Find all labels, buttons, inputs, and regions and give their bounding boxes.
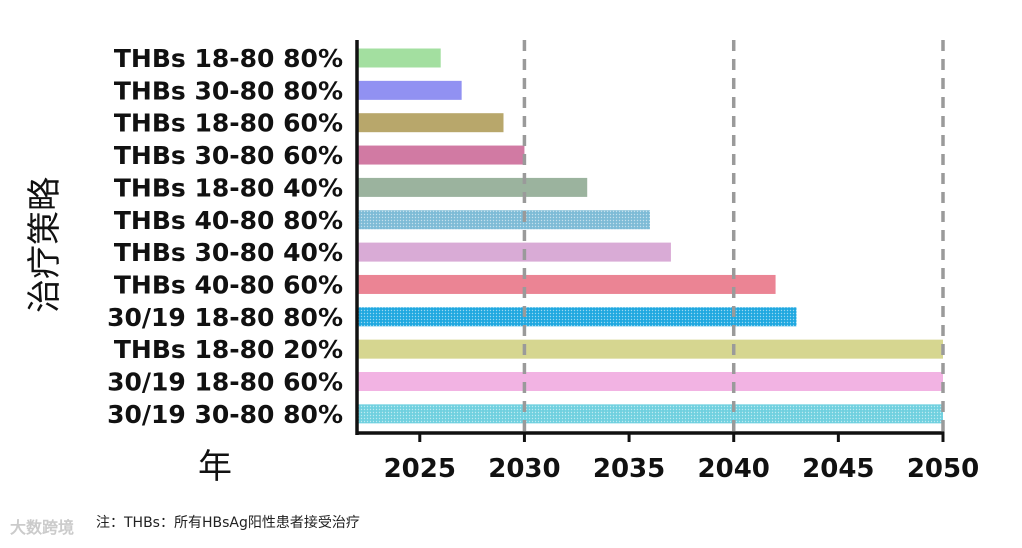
footnote: 注：THBs：所有HBsAg阳性患者接受治疗: [96, 515, 360, 531]
category-label: THBs 30-80 40%: [114, 238, 343, 267]
category-label: 30/19 30-80 80%: [107, 400, 343, 429]
bar-7: [358, 242, 671, 262]
bar-4: [358, 145, 525, 165]
x-axis-title: 年: [198, 447, 232, 487]
bar-texture-9: [358, 307, 797, 327]
bar-texture-12: [358, 404, 943, 424]
x-tick-label: 2035: [593, 454, 665, 484]
category-label: THBs 40-80 80%: [114, 206, 343, 235]
bar-8: [358, 274, 776, 294]
x-tick-label: 2040: [698, 454, 770, 484]
category-label: THBs 30-80 80%: [114, 76, 343, 105]
bar-10: [358, 339, 943, 359]
bar-2: [358, 80, 462, 100]
bar-texture-6: [358, 210, 650, 230]
category-label: THBs 18-80 60%: [114, 109, 343, 138]
bar-1: [358, 48, 441, 68]
watermark: 大数跨境: [10, 518, 75, 537]
x-tick-label: 2045: [802, 454, 874, 484]
x-tick-label: 2030: [488, 454, 560, 484]
bar-3: [358, 113, 504, 133]
category-label: 30/19 18-80 80%: [107, 303, 343, 332]
category-label: THBs 18-80 20%: [114, 335, 343, 364]
category-label: THBs 18-80 40%: [114, 173, 343, 202]
x-tick-label: 2050: [907, 454, 979, 484]
category-label: THBs 30-80 60%: [114, 141, 343, 170]
x-tick-label: 2025: [384, 454, 456, 484]
category-label: THBs 18-80 80%: [114, 44, 343, 73]
category-label: THBs 40-80 60%: [114, 270, 343, 299]
bar-11: [358, 372, 943, 391]
bar-5: [358, 177, 588, 197]
y-axis-title: 治疗策略: [25, 177, 65, 313]
category-label: 30/19 18-80 60%: [107, 368, 343, 397]
